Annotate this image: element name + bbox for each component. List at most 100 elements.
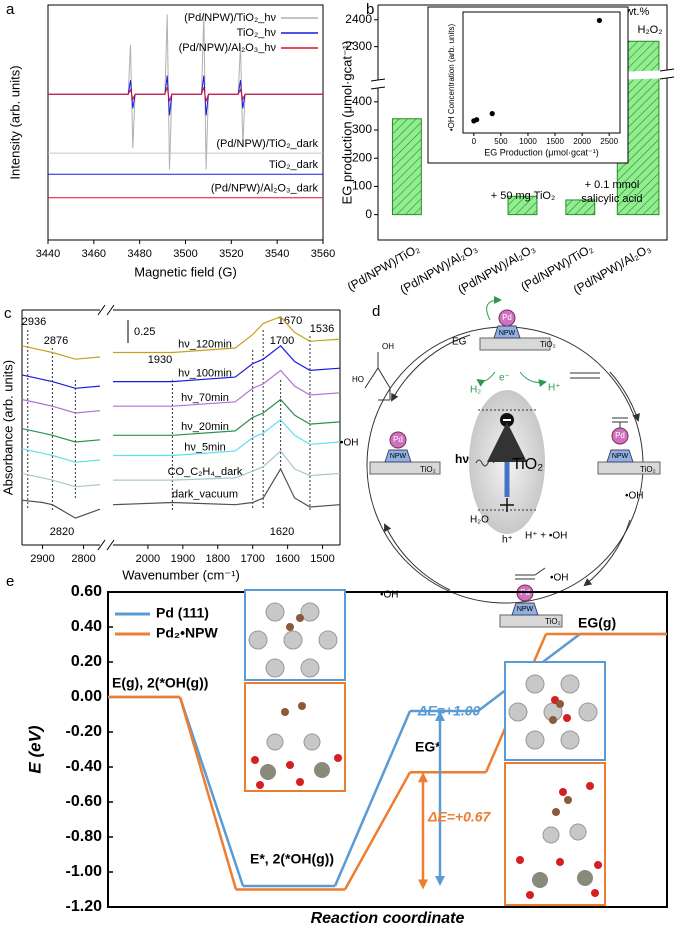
diagram-label: H₂	[470, 385, 481, 396]
marker-label: 1930	[148, 354, 172, 366]
annotation: + 50 mg TiO₂	[491, 190, 556, 202]
spectrum	[113, 344, 341, 383]
break-mark	[97, 539, 106, 551]
marker-label: 2936	[22, 316, 46, 328]
y-tick-label: 0.00	[71, 688, 102, 705]
annotation: salicylic acid	[581, 193, 642, 205]
diagram-label: Pd	[502, 313, 512, 322]
cycle-arrow	[609, 371, 640, 422]
annotation: + 0.1 mmol	[585, 179, 640, 191]
panel-label: c	[4, 305, 12, 322]
cycle-arrow	[383, 523, 451, 591]
panel-label: b	[366, 1, 374, 18]
spectrum	[113, 315, 341, 354]
y-axis-label: EG production (μmol·gcat⁻¹)	[339, 41, 354, 205]
ethylene	[570, 372, 600, 379]
e-transfer	[476, 371, 496, 387]
y-tick-label: 0.60	[71, 583, 102, 600]
panel-label: a	[6, 1, 15, 18]
legend-label: (Pd/NPW)/TiO₂_hν	[184, 12, 276, 24]
y-tick-label: -1.00	[66, 863, 103, 880]
panel-label: d	[372, 303, 380, 320]
break-mark	[370, 78, 386, 82]
series-label: hν_5min	[184, 441, 226, 453]
atoms	[251, 696, 602, 899]
y-tick-label: 2400	[345, 12, 372, 26]
atoms	[281, 614, 572, 816]
bar	[507, 195, 538, 216]
structure-box	[244, 682, 346, 792]
legend-label: Pd (111)	[156, 605, 209, 621]
inset-box	[427, 6, 629, 164]
y-tick-label: 0.40	[71, 618, 102, 635]
x-tick-label: 2500	[600, 137, 618, 146]
point	[489, 111, 495, 117]
diagram-label: HO	[352, 375, 364, 384]
x-tick-label: 1700	[240, 553, 264, 565]
diagram-label: NPW	[612, 453, 629, 460]
diagram-label: NPW	[517, 606, 534, 613]
atoms	[248, 602, 598, 844]
marker-label: 1536	[310, 323, 334, 335]
spectrum	[21, 398, 101, 414]
break-mark	[106, 539, 115, 551]
connector	[343, 771, 412, 891]
e-transfer	[519, 371, 547, 388]
x-tick-label: 3500	[173, 248, 197, 260]
annotation: H₂O₂	[637, 24, 662, 36]
x-tick-label: 3440	[36, 248, 60, 260]
diagram-label: H⁺ + •OH	[525, 531, 567, 542]
x-tick-label: 1600	[275, 553, 299, 565]
y-tick-label: -0.60	[66, 793, 103, 810]
break-mark	[106, 304, 115, 316]
x-axis-label: Magnetic field (G)	[134, 264, 237, 279]
diagram-label: H⁺	[548, 383, 561, 394]
x-tick-label: 3460	[82, 248, 106, 260]
arrow-head	[435, 711, 445, 721]
pd	[389, 431, 407, 449]
y-tick-label: -1.20	[66, 898, 103, 915]
x-axis-label: Reaction coordinate	[311, 910, 465, 927]
x-tick-label: 3480	[127, 248, 151, 260]
diagram-label: TiO₂	[540, 340, 556, 349]
break-mark	[659, 76, 675, 80]
connector	[178, 696, 245, 887]
y-tick-label: -0.20	[66, 723, 103, 740]
axis-frame	[377, 4, 668, 241]
diagram-label: H₂O	[470, 515, 489, 526]
cycle-arrow	[583, 519, 631, 587]
panel-label: e	[6, 573, 14, 590]
marker-label: 1670	[278, 315, 302, 327]
cycle-arrow	[391, 334, 471, 402]
series-label: (Pd/NPW)/TiO₂_dark	[216, 138, 318, 150]
x-tick-label: 2900	[30, 553, 54, 565]
diagram-d: d EG Pd NPW TiO₂ e⁻ H₂ H⁺ hν TiO₂ H₂O h⁺…	[340, 296, 661, 628]
y-axis-label: •OH Concentration (arb. units)	[447, 24, 456, 132]
x-tick-label: 3520	[219, 248, 243, 260]
diagram-label: TiO₂	[512, 456, 543, 473]
spectrum	[21, 428, 101, 443]
plot-frame	[47, 4, 324, 241]
x-tick-label: 0	[472, 137, 477, 146]
delta-label: ΔE=+0.67	[427, 809, 492, 825]
diagram-label: •OH	[380, 590, 399, 601]
y-tick-label: 400	[352, 94, 372, 108]
x-axis-label: EG Production (μmol·gcat⁻¹)	[484, 147, 598, 157]
series-label: TiO₂_dark	[269, 159, 319, 171]
y-tick-label: 2300	[345, 39, 372, 53]
plot-frame	[107, 591, 668, 908]
state-label: E*, 2(*OH(g))	[250, 851, 334, 867]
spectrum	[48, 75, 323, 116]
arrow-head	[418, 879, 428, 890]
x-tick-label: 500	[494, 137, 508, 146]
diagram-label: Pd	[393, 435, 403, 444]
diagram-label: e⁻	[499, 373, 510, 384]
diagram-label: hν	[455, 452, 469, 466]
series-label: hν_20min	[181, 421, 229, 433]
x-tick-label: 3540	[265, 248, 289, 260]
delta-label: ΔE=+1.00	[417, 703, 481, 719]
y-tick-label: 0	[365, 207, 372, 221]
scale-bar-label: 0.25	[134, 326, 155, 338]
marker-label: 1700	[270, 335, 294, 347]
